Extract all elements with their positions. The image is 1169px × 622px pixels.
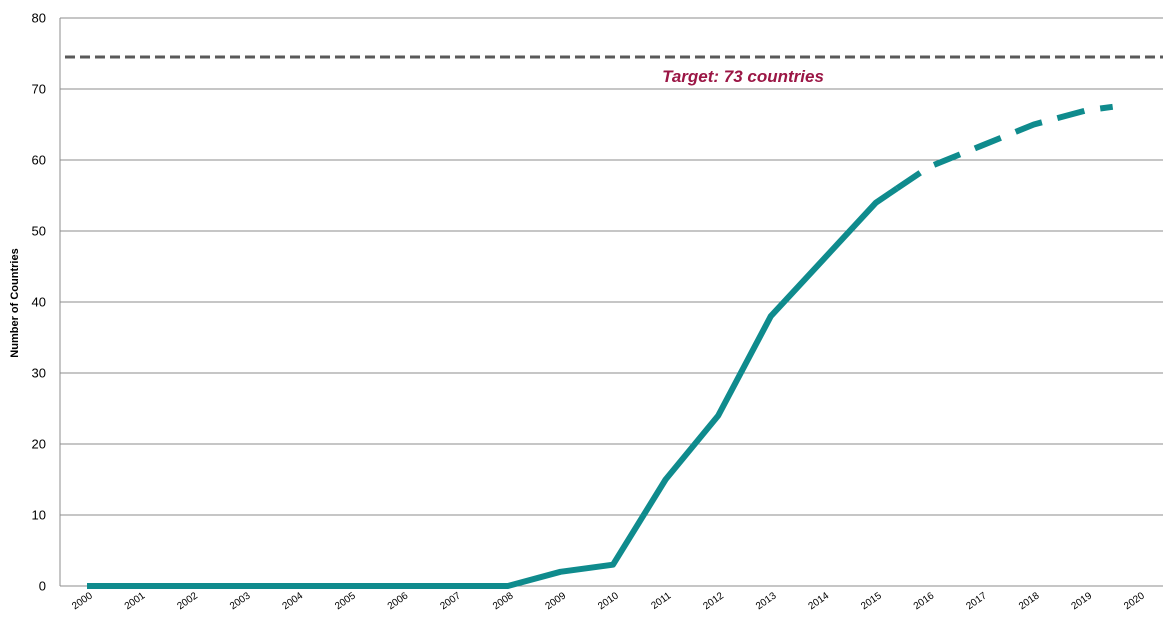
- y-tick-label: 80: [32, 11, 46, 26]
- x-tick-label: 2000: [70, 590, 95, 612]
- x-tick-label: 2005: [333, 590, 358, 612]
- projected-series-line: [895, 103, 1114, 191]
- y-tick-label: 70: [32, 82, 46, 97]
- x-tick-label: 2014: [807, 590, 832, 612]
- actual-series-line: [87, 185, 899, 589]
- x-tick-label: 2009: [544, 590, 569, 612]
- y-tick-label: 10: [32, 508, 46, 523]
- x-tick-label: 2019: [1070, 590, 1095, 612]
- x-tick-label: 2004: [281, 590, 306, 612]
- x-tick-label: 2013: [754, 590, 779, 612]
- x-tick-label: 2008: [491, 590, 516, 612]
- y-tick-label: 0: [39, 579, 46, 594]
- y-tick-label: 40: [32, 295, 46, 310]
- x-tick-label: 2012: [701, 590, 726, 612]
- x-tick-label: 2003: [228, 590, 253, 612]
- x-tick-label: 2002: [175, 590, 200, 612]
- y-tick-label: 60: [32, 153, 46, 168]
- x-tick-label: 2017: [964, 590, 989, 612]
- y-axis-ticks: 0 10 20 30 40 50 60 70 80: [32, 11, 46, 594]
- x-tick-label: 2001: [123, 590, 148, 612]
- x-tick-label: 2011: [649, 590, 673, 612]
- gridlines: [59, 17, 1163, 587]
- x-tick-label: 2016: [912, 590, 937, 612]
- x-tick-label: 2010: [596, 590, 621, 612]
- x-tick-label: 2018: [1017, 590, 1042, 612]
- x-tick-label: 2006: [386, 590, 411, 612]
- x-tick-label: 2007: [438, 590, 463, 612]
- y-tick-label: 50: [32, 224, 46, 239]
- series-group: [87, 103, 1114, 589]
- target-annotation: Target: 73 countries: [662, 67, 824, 86]
- x-tick-label: 2015: [859, 590, 884, 612]
- y-tick-label: 20: [32, 437, 46, 452]
- x-axis-ticks: 2000 2001 2002 2003 2004 2005 2006 2007 2008 2009…: [70, 590, 1147, 612]
- y-axis-label: Number of Countries: [9, 248, 21, 357]
- x-tick-label: 2020: [1122, 590, 1147, 612]
- y-tick-label: 30: [32, 366, 46, 381]
